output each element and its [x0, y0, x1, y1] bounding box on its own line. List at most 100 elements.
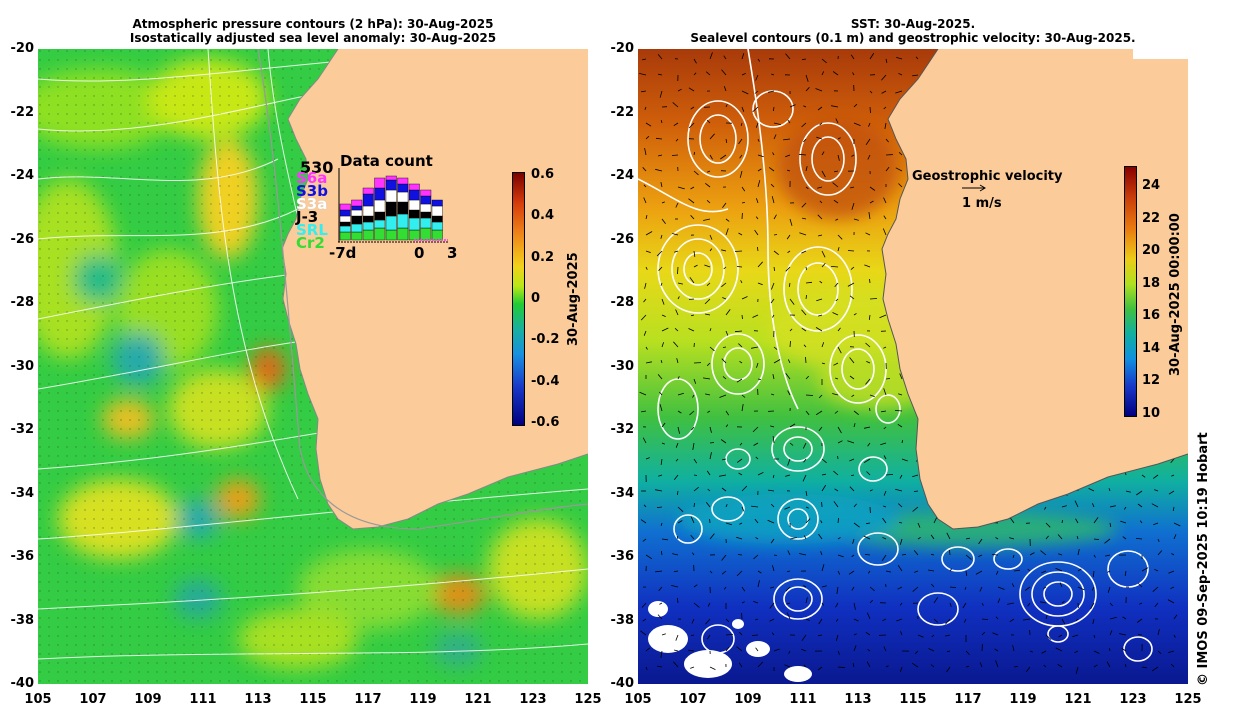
velocity-arrow [725, 330, 729, 336]
velocity-arrow [725, 138, 728, 143]
velocity-arrow [773, 554, 777, 556]
velocity-arrow [865, 631, 871, 636]
velocity-arrow [962, 602, 967, 609]
x-axis-tick: 115 [899, 692, 927, 707]
velocity-arrow [656, 506, 663, 508]
velocity-arrow [836, 586, 839, 594]
velocity-arrow [690, 534, 695, 540]
y-axis-tick: -30 [10, 358, 35, 374]
velocity-arrow [737, 554, 743, 556]
velocity-arrow [676, 358, 679, 364]
velocity-arrow [933, 618, 938, 623]
velocity-arrow [755, 618, 759, 621]
velocity-arrow [946, 532, 951, 540]
histogram-bar-segment [362, 193, 374, 207]
velocity-arrow [723, 586, 727, 590]
velocity-arrow [757, 580, 760, 588]
velocity-arrow [930, 534, 935, 540]
velocity-arrow [900, 666, 903, 672]
histogram-bar-segment [339, 221, 351, 227]
colorbar-tick: 12 [1142, 373, 1161, 389]
velocity-arrow [660, 182, 663, 188]
velocity-arrow [830, 266, 839, 268]
velocity-arrow [835, 618, 839, 622]
velocity-arrow [885, 58, 888, 63]
velocity-legend-scale: 1 m/s [962, 196, 1002, 211]
velocity-arrow [769, 618, 775, 622]
velocity-arrow [785, 266, 791, 272]
velocity-arrow [673, 661, 679, 668]
velocity-arrow [693, 58, 697, 64]
velocity-arrow [757, 168, 762, 172]
velocity-arrow [820, 551, 823, 556]
velocity-arrow [677, 282, 683, 285]
velocity-arrow [997, 598, 1001, 604]
velocity-arrow [707, 488, 711, 492]
velocity-arrow [837, 234, 843, 240]
velocity-arrow [752, 426, 759, 433]
velocity-arrow [802, 58, 807, 61]
velocity-arrow [1171, 474, 1175, 477]
velocity-arrow [815, 88, 823, 92]
velocity-arrow [723, 86, 727, 92]
velocity-arrow [671, 585, 679, 588]
velocity-arrow [883, 426, 887, 430]
colorbar-tick: 10 [1142, 406, 1161, 421]
velocity-arrow [677, 597, 679, 604]
velocity-arrow [805, 506, 809, 509]
velocity-arrow [965, 537, 970, 540]
velocity-arrow [785, 373, 791, 380]
velocity-arrow [704, 264, 711, 268]
velocity-arrow [1091, 586, 1095, 591]
velocity-arrow [798, 153, 807, 156]
velocity-arrow [1105, 554, 1111, 557]
velocity-arrow [847, 250, 855, 252]
velocity-arrow [753, 554, 759, 560]
sst-map[interactable] [638, 49, 1188, 684]
velocity-arrow [949, 549, 951, 556]
histogram-bar-segment [385, 201, 397, 217]
velocity-arrow [703, 377, 711, 380]
velocity-arrow [705, 313, 711, 316]
velocity-arrow [883, 455, 887, 460]
velocity-arrow [834, 282, 839, 288]
histogram-bar-segment [362, 205, 374, 217]
velocity-arrow [869, 200, 874, 204]
velocity-arrow [785, 474, 791, 477]
velocity-arrow [896, 57, 903, 60]
velocity-arrow [789, 340, 791, 348]
velocity-arrow [738, 138, 743, 145]
velocity-arrow [741, 202, 745, 204]
histogram-bar-segment [351, 223, 363, 233]
velocity-arrow [677, 296, 680, 300]
x-axis-tick: 105 [624, 692, 652, 707]
histogram-bar-segment [374, 199, 386, 213]
velocity-arrow [1013, 569, 1020, 572]
velocity-arrow [709, 452, 712, 460]
velocity-arrow [883, 106, 887, 110]
histogram-bar-segment [420, 211, 432, 219]
velocity-arrow [837, 154, 840, 161]
satellite-cr2: Cr2 [296, 234, 325, 252]
velocity-arrow [883, 388, 887, 396]
sea-level-anomaly-map[interactable] [38, 49, 588, 684]
velocity-arrow [805, 410, 810, 416]
velocity-arrow [657, 374, 663, 380]
velocity-arrow [658, 474, 663, 477]
velocity-arrow [660, 234, 663, 239]
histogram-bar-segment [339, 215, 351, 223]
velocity-arrow [837, 327, 841, 332]
velocity-arrow [674, 649, 679, 652]
velocity-arrow [1151, 503, 1159, 508]
velocity-arrow [880, 442, 887, 446]
velocity-arrow [899, 538, 903, 545]
velocity-arrow [721, 249, 727, 252]
histogram-bar-segment [420, 203, 432, 213]
velocity-arrow [869, 489, 873, 492]
velocity-arrow [768, 489, 775, 492]
histogram-bar-segment [385, 215, 397, 231]
velocity-arrow [818, 314, 823, 317]
histogram-bar-segment [351, 231, 363, 241]
velocity-arrow [853, 423, 856, 428]
velocity-arrow [675, 634, 679, 641]
